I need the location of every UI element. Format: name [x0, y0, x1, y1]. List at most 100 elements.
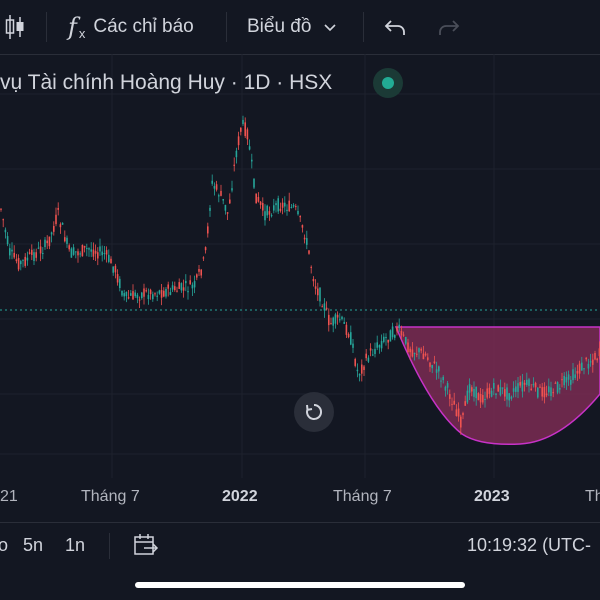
candle-body: [26, 257, 29, 261]
candle-body: [559, 388, 561, 390]
candle-body: [435, 369, 438, 373]
candle-body: [61, 222, 64, 225]
candle-body: [279, 208, 282, 211]
bottom-toolbar: o 5n 1n 10:19:32 (UTC-: [0, 522, 600, 569]
candle-body: [468, 384, 471, 393]
x-axis-label: 21: [0, 488, 18, 505]
candle-body: [81, 244, 84, 257]
candlestick-icon: [5, 15, 24, 39]
candle-body: [561, 379, 563, 381]
candle-body: [158, 290, 161, 294]
candle-body: [28, 252, 31, 254]
candle-body: [134, 292, 136, 297]
candle-body: [521, 381, 524, 392]
status-dot-icon: [382, 77, 394, 89]
candle-body: [545, 393, 548, 396]
range-button-partial[interactable]: o: [0, 535, 9, 555]
market-status-indicator[interactable]: [373, 68, 403, 98]
chart-type-dropdown[interactable]: Biểu đồ: [247, 0, 337, 54]
candle-body: [526, 379, 528, 385]
candle-body: [259, 201, 262, 205]
candle-body: [552, 392, 554, 394]
candle-body: [149, 289, 152, 295]
candle-body: [391, 326, 394, 338]
candle-body: [167, 284, 169, 289]
candle-body: [554, 382, 557, 384]
candle-body: [374, 349, 376, 354]
candle-body: [59, 224, 62, 228]
go-to-date-button[interactable]: [133, 533, 159, 562]
candle-body: [598, 348, 600, 356]
candle-body: [319, 287, 321, 302]
toolbar-divider: [226, 12, 227, 42]
candle-body: [372, 354, 374, 356]
candle-body: [220, 190, 222, 196]
candle-body: [154, 293, 156, 295]
candle-body: [141, 292, 143, 299]
clock-timezone[interactable]: 10:19:32 (UTC-: [467, 535, 592, 555]
candle-body: [39, 246, 42, 254]
candle-body: [275, 203, 277, 206]
candle-body: [15, 259, 18, 262]
candle-body: [475, 386, 477, 399]
candle-body: [444, 386, 447, 391]
candle-body: [352, 343, 354, 348]
candle-body: [594, 352, 596, 360]
reset-chart-button[interactable]: [294, 392, 334, 432]
candle-body: [334, 314, 337, 324]
candle-body: [433, 361, 436, 364]
candle-body: [396, 326, 398, 332]
candle-body: [411, 349, 414, 357]
candle-body: [367, 357, 370, 362]
candle-body: [416, 353, 418, 355]
redo-button[interactable]: [437, 0, 461, 54]
candle-body: [200, 269, 202, 276]
candle-body: [50, 232, 53, 235]
candle-body: [510, 396, 513, 399]
candle-body: [79, 253, 81, 255]
candle-body: [363, 366, 365, 371]
candle-body: [136, 294, 139, 299]
candle-body: [482, 395, 484, 403]
undo-icon: [384, 20, 405, 35]
candle-body: [385, 336, 387, 339]
candle-body: [169, 292, 172, 295]
candle-body: [75, 251, 77, 253]
candle-body: [237, 136, 240, 146]
chart-type-label: Biểu đồ: [247, 16, 312, 37]
candle-body: [369, 348, 372, 351]
candle-body: [297, 210, 299, 215]
candle-body: [567, 374, 570, 380]
candle-body: [83, 245, 86, 248]
candle-body: [255, 193, 257, 204]
candle-body: [528, 379, 530, 386]
candle-body: [37, 247, 40, 249]
candle-body: [31, 249, 33, 255]
candle-body: [512, 388, 515, 392]
candle-body: [187, 290, 189, 293]
candle-body: [2, 219, 4, 221]
candle-body: [64, 237, 66, 242]
candle-body: [185, 280, 187, 284]
range-5y-button[interactable]: 5n: [23, 535, 44, 555]
candlestick-chart-button[interactable]: [4, 0, 26, 54]
candle-body: [262, 203, 264, 211]
candle-body: [438, 366, 440, 372]
candle-body: [156, 295, 158, 297]
time-axis[interactable]: 21 Tháng 7 2022 Tháng 7 2023 Th: [0, 478, 600, 518]
candle-body: [290, 206, 293, 208]
candle-body: [264, 211, 266, 221]
candle-body: [246, 129, 249, 140]
candle-body: [163, 290, 165, 297]
undo-button[interactable]: [383, 0, 407, 54]
candlestick-series: [0, 115, 600, 435]
candle-body: [112, 266, 114, 273]
candle-body: [53, 225, 55, 232]
candle-body: [268, 211, 271, 215]
price-chart[interactable]: [0, 54, 600, 478]
candle-body: [460, 416, 462, 428]
candle-body: [517, 383, 519, 392]
range-1y-button[interactable]: 1n: [65, 535, 86, 555]
